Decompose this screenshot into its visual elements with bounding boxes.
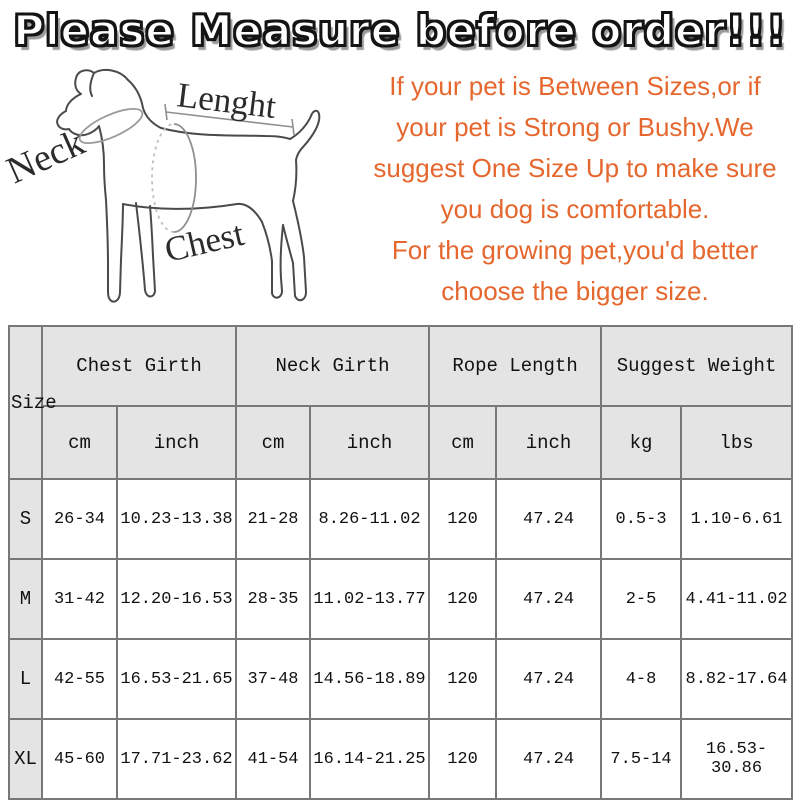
cell-size: S bbox=[8, 478, 43, 560]
size-chart-table: Size Chest Girth Neck Girth Rope Length … bbox=[8, 325, 794, 800]
cell-weight-kg: 7.5-14 bbox=[600, 718, 683, 800]
neck-measure-ring bbox=[78, 108, 144, 144]
cell-rope-cm: 120 bbox=[428, 638, 498, 720]
cell-neck-cm: 41-54 bbox=[235, 718, 312, 800]
advice-line: you dog is comfortable. bbox=[440, 194, 710, 224]
cell-rope-inch: 47.24 bbox=[495, 558, 603, 640]
cell-weight-kg: 4-8 bbox=[600, 638, 683, 720]
cell-weight-lbs: 16.53-30.86 bbox=[680, 718, 794, 800]
cell-neck-inch: 11.02-13.77 bbox=[309, 558, 431, 640]
cell-chest-inch: 10.23-13.38 bbox=[115, 478, 238, 560]
table-row-l: L 42-55 16.53-21.65 37-48 14.56-18.89 12… bbox=[8, 638, 794, 720]
cell-weight-kg: 2-5 bbox=[600, 558, 683, 640]
cell-chest-cm: 42-55 bbox=[41, 638, 118, 720]
cell-rope-cm: 120 bbox=[428, 558, 498, 640]
unit-neck-inch: inch bbox=[309, 405, 431, 480]
cell-chest-cm: 45-60 bbox=[41, 718, 118, 800]
length-label: Lenght bbox=[175, 75, 278, 126]
chest-girth-header: Chest Girth bbox=[40, 325, 238, 407]
cell-weight-lbs: 1.10-6.61 bbox=[680, 478, 794, 560]
chest-measure-ring-dotted bbox=[151, 123, 175, 233]
table-row-xl: XL 45-60 17.71-23.62 41-54 16.14-21.25 1… bbox=[8, 718, 794, 800]
cell-rope-cm: 120 bbox=[428, 478, 498, 560]
advice-line: your pet is Strong or Bushy.We bbox=[396, 112, 754, 142]
advice-line: suggest One Size Up to make sure bbox=[373, 153, 777, 183]
cell-chest-inch: 12.20-16.53 bbox=[115, 558, 238, 640]
top-section: Neck Lenght Chest If your pet is Between… bbox=[0, 60, 800, 325]
unit-weight-lbs: lbs bbox=[680, 405, 794, 480]
dog-measurement-diagram: Neck Lenght Chest bbox=[0, 60, 350, 325]
cell-weight-lbs: 4.41-11.02 bbox=[680, 558, 794, 640]
dog-front-far-leg bbox=[135, 202, 156, 298]
unit-chest-inch: inch bbox=[115, 405, 238, 480]
dog-rear-far-leg bbox=[261, 221, 284, 299]
cell-size: XL bbox=[8, 718, 43, 800]
dog-belly-line bbox=[122, 202, 263, 223]
cell-chest-inch: 16.53-21.65 bbox=[115, 638, 238, 720]
cell-rope-cm: 120 bbox=[428, 718, 498, 800]
chest-label: Chest bbox=[161, 214, 248, 270]
unit-weight-kg: kg bbox=[600, 405, 683, 480]
cell-neck-cm: 21-28 bbox=[235, 478, 312, 560]
sizing-advice-text: If your pet is Between Sizes,or if your … bbox=[350, 60, 800, 312]
unit-rope-cm: cm bbox=[428, 405, 498, 480]
cell-rope-inch: 47.24 bbox=[495, 478, 603, 560]
advice-line: choose the bigger size. bbox=[441, 276, 709, 306]
dog-rear-leg bbox=[282, 159, 307, 302]
advice-line: For the growing pet,you'd better bbox=[391, 235, 759, 265]
cell-weight-kg: 0.5-3 bbox=[600, 478, 683, 560]
cell-neck-inch: 16.14-21.25 bbox=[309, 718, 431, 800]
unit-rope-inch: inch bbox=[495, 405, 603, 480]
chest-measure-ring-solid bbox=[173, 123, 197, 233]
dog-tail-outline bbox=[289, 109, 321, 161]
page-title: Please Measure before order!!! bbox=[12, 5, 787, 56]
cell-neck-inch: 8.26-11.02 bbox=[309, 478, 431, 560]
cell-size: L bbox=[8, 638, 43, 720]
advice-line: If your pet is Between Sizes,or if bbox=[389, 71, 761, 101]
cell-neck-inch: 14.56-18.89 bbox=[309, 638, 431, 720]
cell-neck-cm: 37-48 bbox=[235, 638, 312, 720]
rope-length-header: Rope Length bbox=[428, 325, 603, 407]
dog-head-outline bbox=[56, 68, 129, 303]
cell-chest-cm: 31-42 bbox=[41, 558, 118, 640]
cell-size: M bbox=[8, 558, 43, 640]
table-row-m: M 31-42 12.20-16.53 28-35 11.02-13.77 12… bbox=[8, 558, 794, 640]
cell-rope-inch: 47.24 bbox=[495, 638, 603, 720]
cell-rope-inch: 47.24 bbox=[495, 718, 603, 800]
cell-chest-cm: 26-34 bbox=[41, 478, 118, 560]
cell-neck-cm: 28-35 bbox=[235, 558, 312, 640]
size-column-header: Size bbox=[8, 325, 57, 480]
unit-chest-cm: cm bbox=[41, 405, 118, 480]
cell-weight-lbs: 8.82-17.64 bbox=[680, 638, 794, 720]
table-row-s: S 26-34 10.23-13.38 21-28 8.26-11.02 120… bbox=[8, 478, 794, 560]
length-measure-line bbox=[164, 103, 295, 136]
suggest-weight-header: Suggest Weight bbox=[600, 325, 794, 407]
table-header-row-units: cm inch cm inch cm inch kg lbs bbox=[9, 405, 794, 480]
table-header-row-groups: Size Chest Girth Neck Girth Rope Length … bbox=[8, 325, 794, 480]
unit-neck-cm: cm bbox=[235, 405, 312, 480]
cell-chest-inch: 17.71-23.62 bbox=[115, 718, 238, 800]
dog-ear-line bbox=[89, 72, 95, 97]
dog-line-art: Neck Lenght Chest bbox=[1, 68, 321, 303]
neck-label: Neck bbox=[1, 121, 91, 192]
neck-girth-header: Neck Girth bbox=[235, 325, 431, 407]
